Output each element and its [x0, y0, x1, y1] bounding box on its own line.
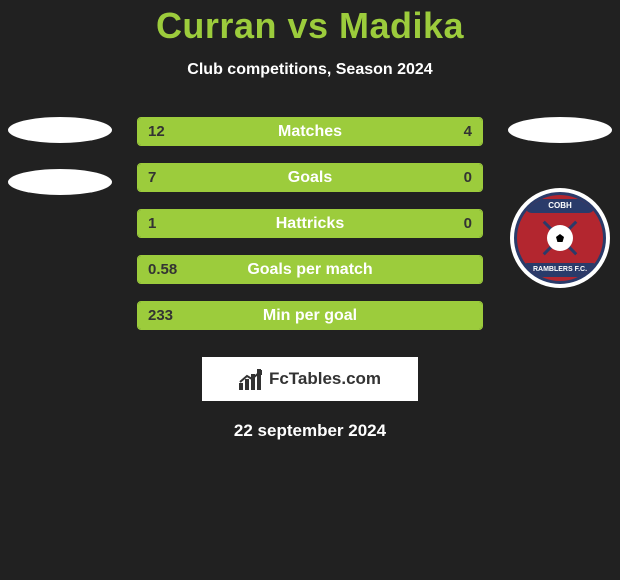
stat-bar-left: [138, 302, 482, 329]
stat-bar-right: [403, 164, 482, 191]
stat-bar-left: [138, 164, 403, 191]
team-logo-placeholder: [8, 169, 112, 195]
stat-row: Goals70: [137, 163, 483, 192]
stat-row: Matches124: [137, 117, 483, 146]
team-logo-placeholder: [8, 117, 112, 143]
football-icon: [547, 225, 573, 251]
badge-bottom-text: RAMBLERS F.C.: [521, 263, 599, 277]
right-team-logos: COBH RAMBLERS F.C.: [500, 117, 620, 288]
comparison-card: Curran vs Madika Club competitions, Seas…: [0, 0, 620, 441]
bar-chart-icon: [239, 368, 265, 390]
left-team-logos: [0, 117, 120, 221]
team-logo-placeholder: [508, 117, 612, 143]
stat-bars: Matches124 Goals70 Hattricks10 Goals per ma…: [137, 117, 483, 347]
date-label: 22 september 2024: [0, 421, 620, 441]
stat-row: Hattricks10: [137, 209, 483, 238]
stat-bar-right: [386, 118, 482, 145]
stat-bar-left: [138, 256, 482, 283]
badge-top-text: COBH: [525, 199, 595, 213]
stat-row: Goals per match0.58: [137, 255, 483, 284]
brand-attribution[interactable]: FcTables.com: [202, 357, 418, 401]
stats-area: Matches124 Goals70 Hattricks10 Goals per ma…: [0, 117, 620, 347]
subtitle: Club competitions, Season 2024: [0, 61, 620, 79]
page-title: Curran vs Madika: [0, 5, 620, 47]
stat-bar-left: [138, 210, 403, 237]
stat-bar-left: [138, 118, 386, 145]
stat-row: Min per goal233: [137, 301, 483, 330]
stat-bar-right: [403, 210, 482, 237]
team-badge: COBH RAMBLERS F.C.: [510, 188, 610, 288]
brand-name: FcTables.com: [269, 369, 381, 389]
